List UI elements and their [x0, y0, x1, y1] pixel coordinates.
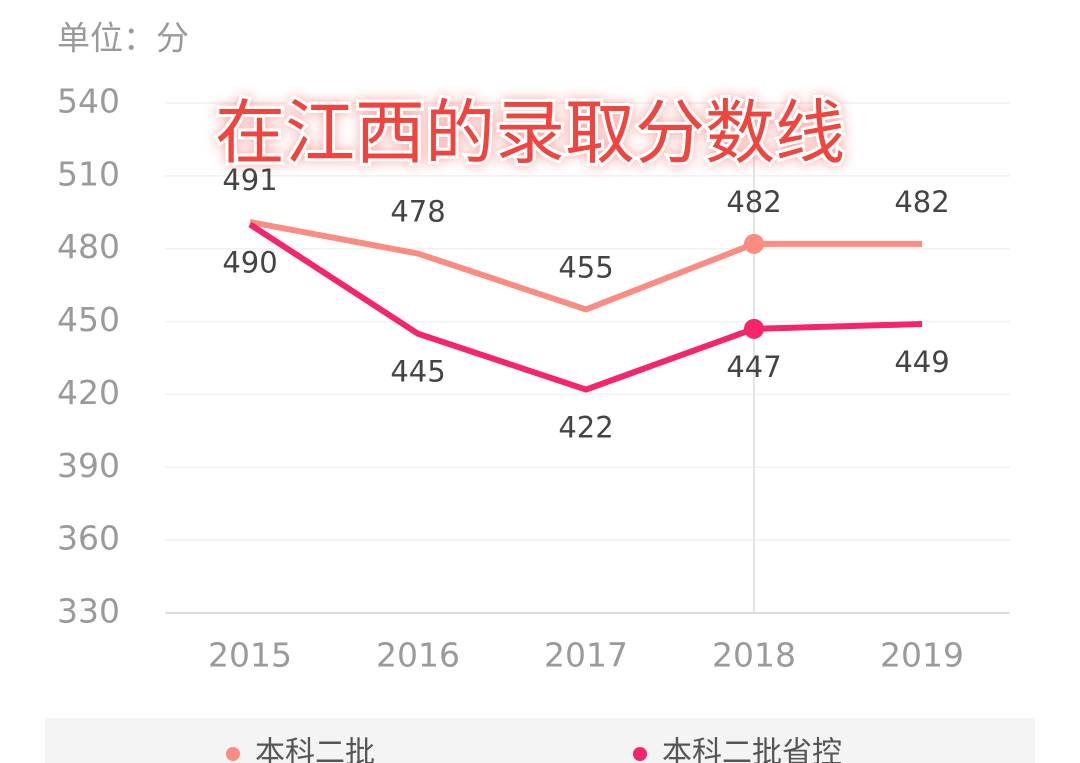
y-tick-label: 330	[57, 592, 120, 631]
data-label: 449	[894, 345, 949, 379]
series-line	[248, 221, 923, 393]
legend-box	[45, 718, 1035, 763]
data-label: 455	[558, 250, 613, 284]
legend-marker	[226, 747, 240, 761]
y-tick-label: 510	[57, 154, 120, 193]
data-label: 478	[390, 195, 445, 229]
y-tick-label: 540	[57, 82, 120, 121]
data-label: 445	[390, 355, 445, 389]
y-unit-label: 单位：分	[57, 19, 189, 58]
highlight-point	[744, 318, 764, 339]
legend-label: 本科二批	[255, 736, 375, 763]
legend-marker	[633, 747, 647, 761]
data-label: 482	[726, 185, 781, 219]
x-tick-label: 2015	[208, 636, 292, 675]
y-tick-label: 360	[57, 519, 120, 558]
y-tick-label: 390	[57, 446, 120, 485]
data-label: 491	[222, 163, 277, 197]
y-tick-label: 420	[57, 373, 120, 412]
legend-label: 本科二批省控	[662, 736, 842, 763]
series-line	[249, 219, 922, 313]
data-label: 447	[726, 350, 781, 384]
data-label: 490	[222, 245, 277, 279]
x-tick-label: 2017	[544, 636, 628, 675]
x-tick-label: 2018	[712, 636, 796, 675]
data-label: 482	[894, 185, 949, 219]
annotation: 在江西的录取分数线	[215, 92, 845, 174]
x-tick-label: 2016	[376, 636, 460, 675]
y-tick-label: 450	[57, 300, 120, 339]
y-tick-label: 480	[57, 227, 120, 266]
data-label: 422	[558, 411, 613, 445]
highlight-point	[744, 233, 764, 254]
x-tick-label: 2019	[880, 636, 964, 675]
